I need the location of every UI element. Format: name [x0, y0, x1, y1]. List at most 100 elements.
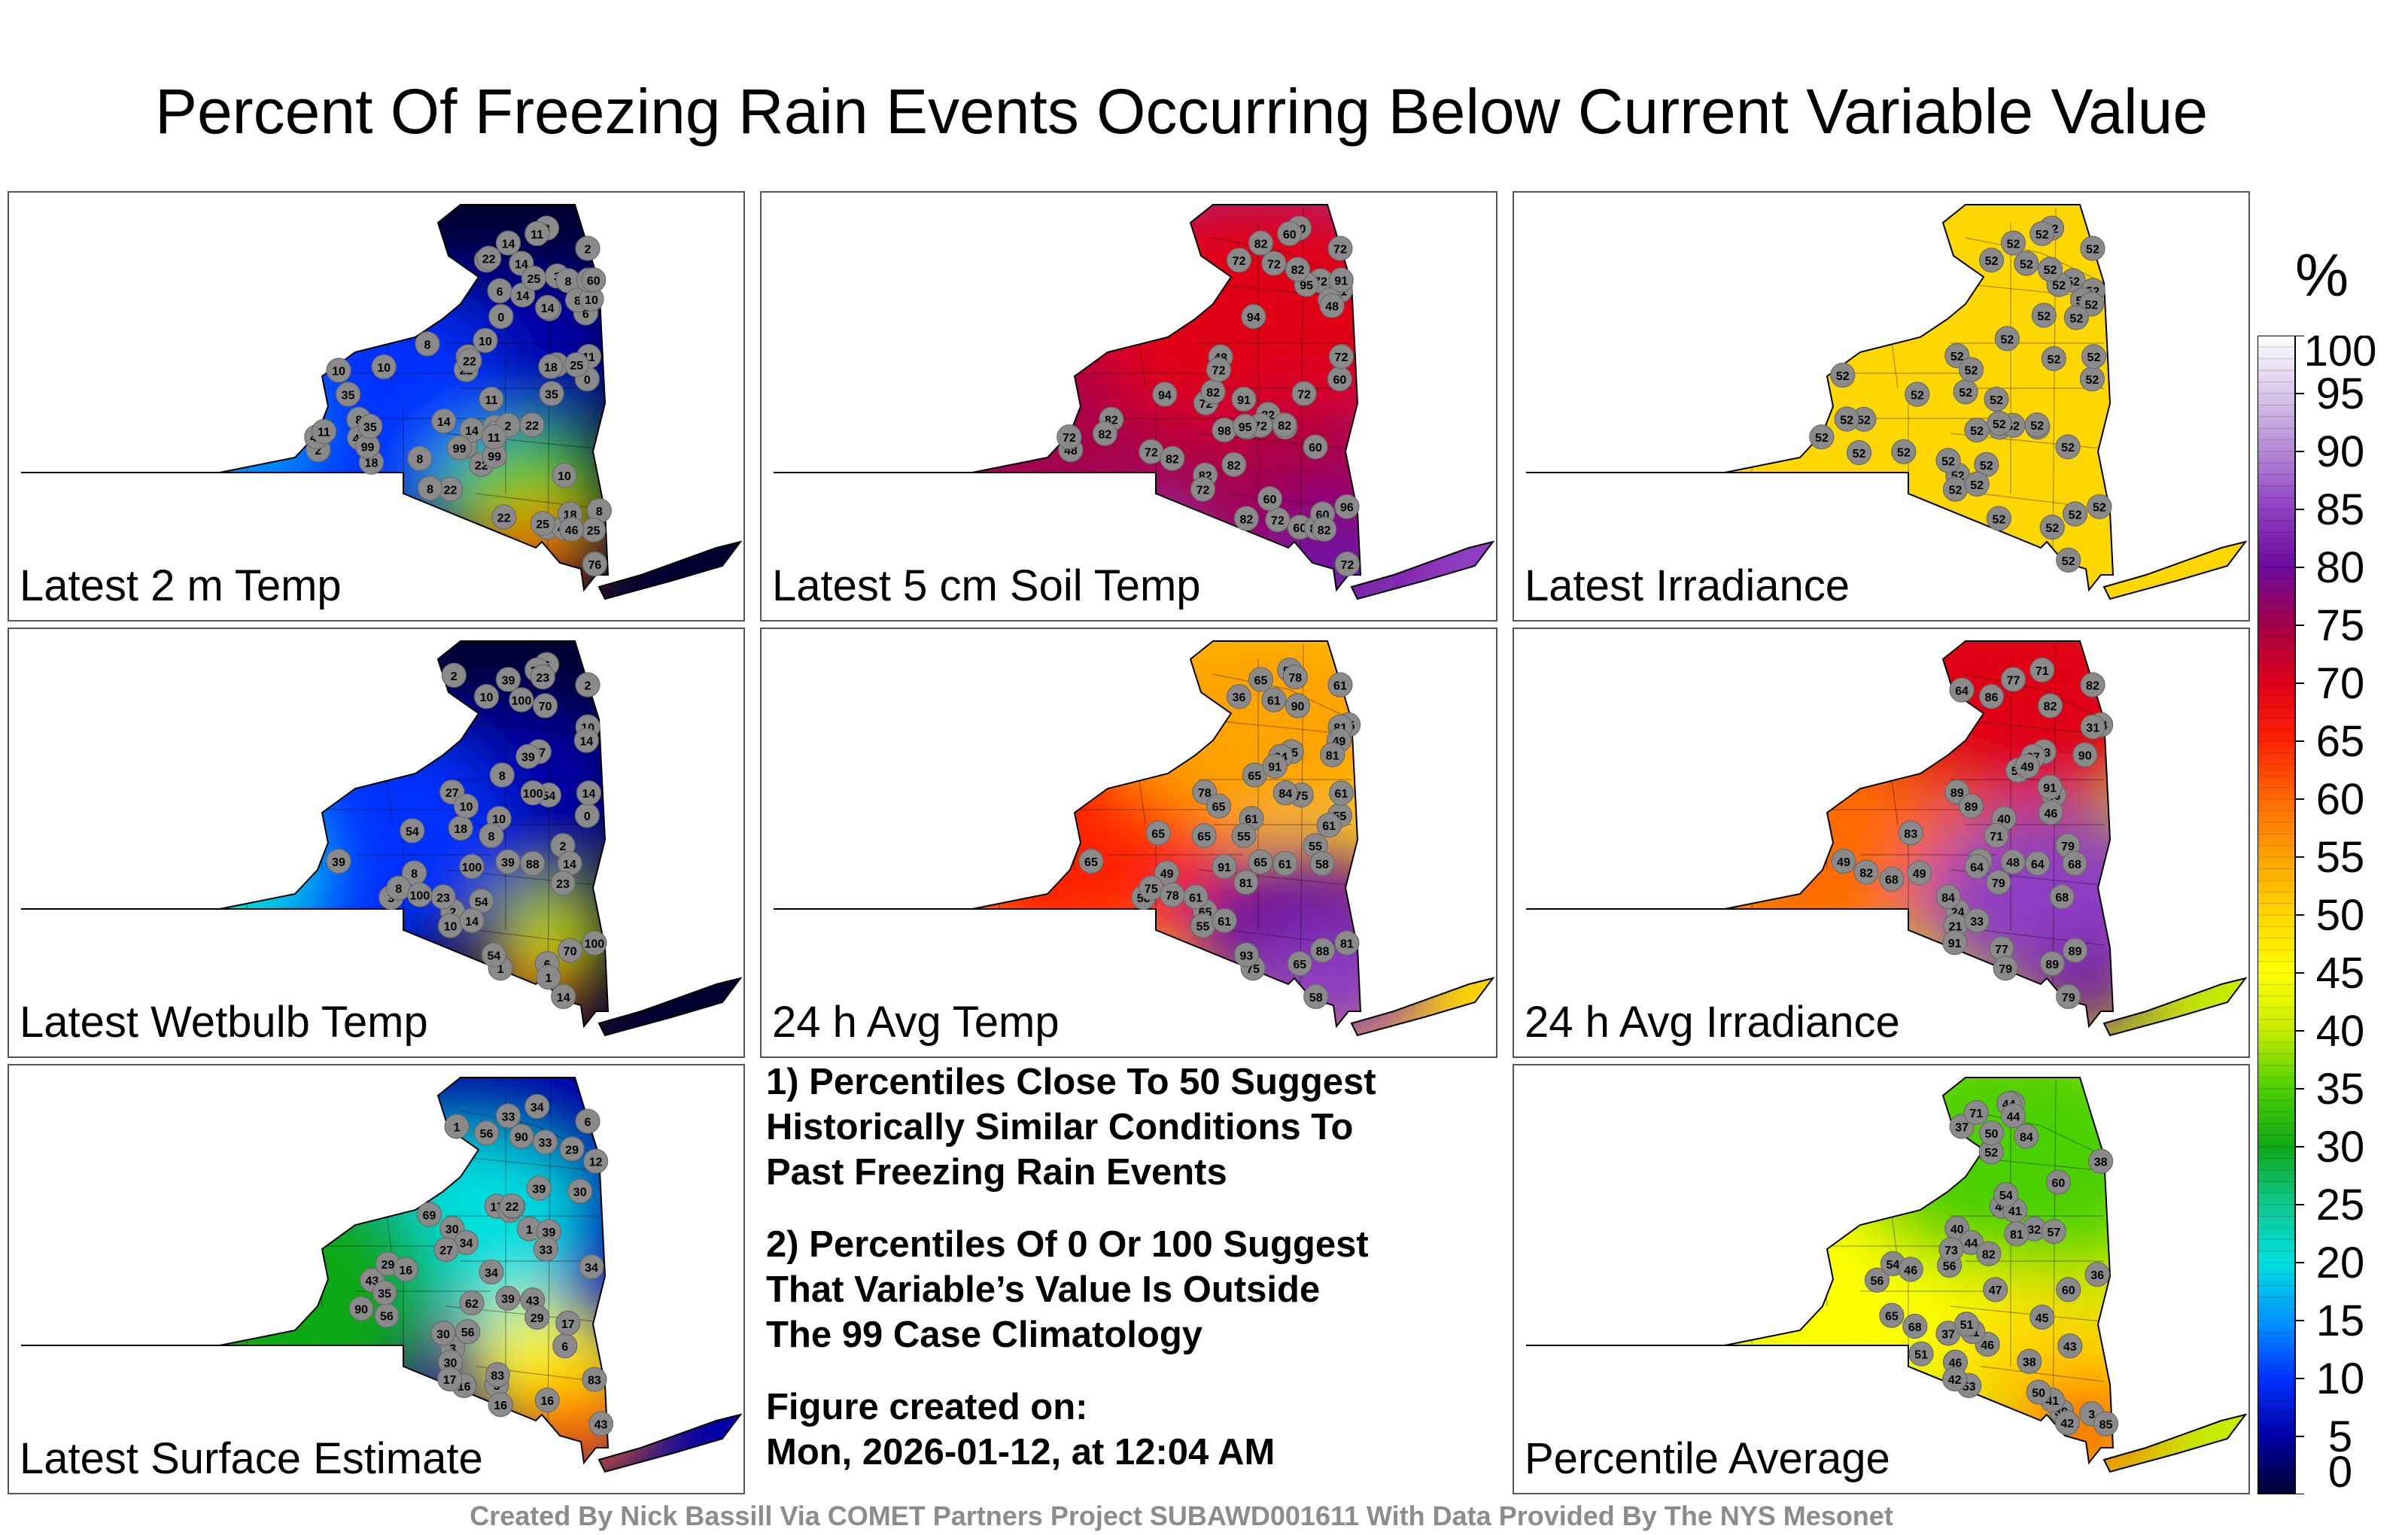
station-value: 22 — [463, 356, 476, 369]
station-value: 60 — [1333, 374, 1346, 387]
station-marker: 52 — [1942, 476, 1969, 502]
colorbar-tick-label: 95 — [2316, 369, 2365, 418]
station-marker: 8 — [479, 822, 504, 849]
station-marker: 49 — [1831, 848, 1856, 874]
station-value: 17 — [561, 1318, 575, 1331]
station-marker: 71 — [2029, 657, 2055, 683]
station-marker: 99 — [446, 435, 473, 460]
station-marker: 55 — [1231, 822, 1257, 849]
station-value: 100 — [410, 890, 430, 903]
station-marker: 84 — [1272, 780, 1298, 806]
station-marker: 38 — [2088, 1148, 2114, 1174]
station-value: 82 — [1239, 513, 1253, 526]
station-marker: 14 — [495, 230, 521, 256]
county-boundary — [911, 839, 1063, 843]
station-value: 60 — [1293, 522, 1306, 535]
station-value: 82 — [1206, 387, 1220, 400]
station-marker: 100 — [509, 687, 534, 713]
station-marker: 25 — [564, 352, 589, 378]
station-value: 81 — [1340, 938, 1354, 951]
station-value: 52 — [1857, 415, 1871, 427]
station-marker: 33 — [533, 1236, 558, 1262]
station-value: 22 — [497, 512, 511, 525]
station-value: 10 — [558, 470, 571, 483]
station-value: 88 — [1316, 945, 1330, 958]
station-marker: 52 — [1984, 386, 2009, 412]
station-value: 18 — [454, 823, 467, 836]
station-marker: 82 — [1221, 451, 1247, 478]
station-value: 54 — [542, 790, 555, 803]
station-value: 81 — [1239, 877, 1253, 890]
station-value: 78 — [1288, 672, 1302, 685]
panel-label: 24 h Avg Temp — [772, 998, 1060, 1047]
station-value: 16 — [494, 1400, 507, 1412]
station-marker: 83 — [582, 1366, 607, 1392]
station-marker: 52 — [2056, 547, 2081, 573]
station-marker: 52 — [1830, 362, 1856, 388]
station-marker: 14 — [535, 295, 561, 321]
station-marker: 8 — [586, 498, 612, 524]
station-value: 99 — [488, 451, 501, 464]
contour-region — [21, 754, 310, 986]
station-marker: 10 — [371, 354, 397, 380]
station-marker: 11 — [524, 220, 550, 247]
station-value: 33 — [502, 1111, 515, 1123]
station-value: 8 — [574, 295, 581, 308]
station-marker: 81 — [1334, 930, 1360, 956]
state-outline — [2102, 977, 2248, 1037]
station-marker: 82 — [1248, 230, 1274, 256]
colorbar-tick-label: 35 — [2316, 1065, 2365, 1114]
station-marker: 61 — [1316, 813, 1342, 838]
station-value: 82 — [1859, 867, 1873, 880]
station-marker: 1 — [444, 1114, 470, 1139]
station-value: 82 — [1278, 420, 1291, 433]
station-value: 61 — [1245, 813, 1258, 826]
station-marker: 16 — [393, 1257, 418, 1282]
colorbar-unit: % — [2295, 242, 2349, 309]
county-boundary — [1822, 776, 1828, 871]
county-boundary — [1751, 1215, 1756, 1346]
station-value: 29 — [565, 1144, 579, 1157]
station-value: 89 — [1950, 787, 1964, 800]
station-marker: 96 — [1334, 494, 1360, 519]
station-value: 100 — [512, 695, 532, 707]
station-value: 14 — [437, 416, 451, 429]
station-value: 52 — [2000, 333, 2014, 346]
colorbar-tick-label: 85 — [2316, 485, 2365, 534]
station-marker: 52 — [2041, 345, 2066, 372]
station-value: 6 — [585, 1117, 591, 1129]
station-value: 3 — [2088, 1409, 2095, 1421]
map-canvas: 3934144463837324143716054525747414437364… — [1526, 1077, 2248, 1473]
station-value: 8 — [596, 506, 603, 518]
station-marker: 75 — [1139, 875, 1164, 901]
station-value: 8 — [488, 831, 495, 843]
station-marker: 11 — [481, 424, 506, 450]
station-marker: 82 — [2080, 672, 2105, 698]
station-marker: 82 — [1976, 1241, 2002, 1266]
station-marker: 56 — [1864, 1267, 1890, 1293]
station-marker: 72 — [1226, 248, 1252, 273]
station-markers: 8277897979646479493124596864464849718491… — [1831, 657, 2114, 1009]
state-outline — [21, 204, 610, 592]
station-value: 14 — [579, 735, 593, 748]
station-marker: 45 — [2029, 1304, 2055, 1330]
station-value: 38 — [2094, 1157, 2108, 1169]
station-marker: 89 — [1958, 793, 1984, 819]
station-value: 79 — [1992, 877, 2005, 890]
station-marker: 39 — [495, 849, 521, 874]
colorbar-tick-label: 100 — [2304, 336, 2377, 375]
county-boundary — [547, 207, 552, 555]
station-marker: 36 — [1226, 684, 1252, 710]
station-marker: 65 — [1206, 793, 1232, 819]
station-marker: 39 — [526, 1175, 552, 1201]
station-value: 54 — [1887, 1259, 1900, 1272]
station-value: 47 — [1989, 1284, 2002, 1297]
station-value: 10 — [480, 692, 494, 704]
station-marker: 34 — [479, 1259, 504, 1285]
station-value: 52 — [1985, 255, 1999, 268]
contour-region — [774, 754, 1017, 986]
created-label: Figure created on: — [766, 1387, 1088, 1427]
station-value: 54 — [406, 825, 419, 838]
station-marker: 91 — [2037, 774, 2063, 800]
station-value: 32 — [2027, 1223, 2041, 1236]
